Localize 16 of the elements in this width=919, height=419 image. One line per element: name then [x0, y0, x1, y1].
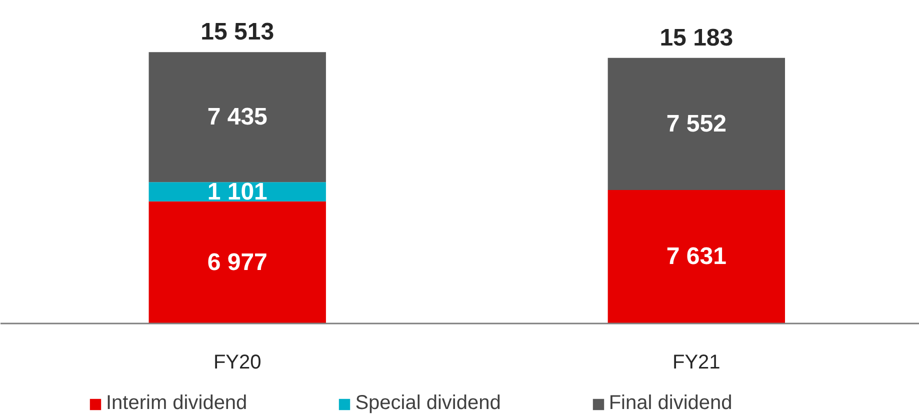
- legend-label: Special dividend: [355, 392, 501, 415]
- x-tick-label: FY20: [213, 352, 262, 374]
- data-label: 1 101: [207, 178, 268, 206]
- bar: [608, 58, 785, 190]
- bar: [148, 52, 326, 182]
- bar: [608, 190, 785, 324]
- data-label: 7 631: [666, 243, 726, 270]
- legend-label: Final dividend: [608, 392, 732, 415]
- data-label: 7 435: [207, 104, 268, 131]
- total-label: 15 183: [660, 24, 734, 52]
- data-label: 7 552: [666, 110, 726, 138]
- legend-label: Interim dividend: [106, 392, 248, 415]
- data-label: 6 977: [207, 248, 268, 276]
- bar: [148, 201, 326, 324]
- x-tick-label: FY21: [672, 352, 720, 374]
- total-label: 15 513: [200, 18, 274, 46]
